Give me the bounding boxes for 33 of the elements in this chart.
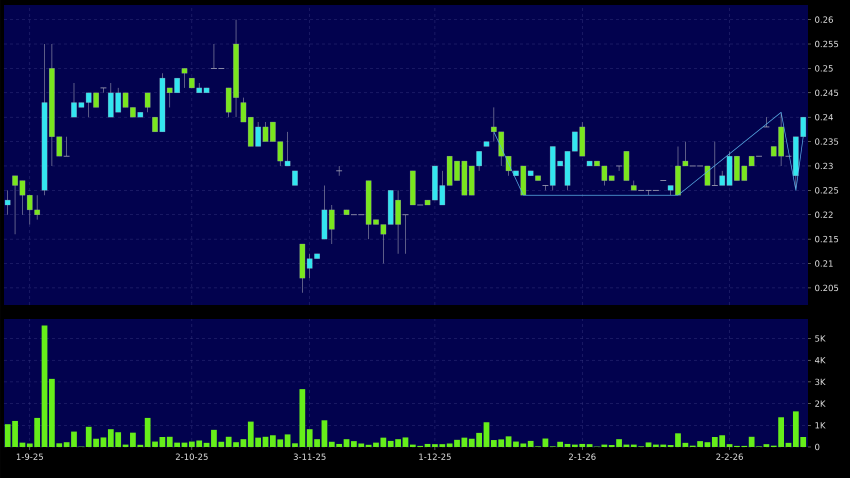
- candlestick: [292, 170, 298, 186]
- y-tick-label: 0.22: [815, 212, 833, 218]
- y-tick-label: 2K: [815, 400, 826, 407]
- y-tick-label: 0.24: [815, 114, 833, 120]
- bar: [800, 437, 806, 447]
- x-tick-label: 2-2-26: [716, 454, 743, 460]
- x-tick-label: 2-1-26: [568, 454, 596, 460]
- y-tick-label: 0.255: [815, 40, 838, 48]
- y-tick-label: 0.235: [815, 138, 838, 145]
- y-tick-label: 0.21: [815, 260, 833, 267]
- y-tick-label: 0.23: [815, 162, 833, 170]
- y-tick-label: 0.25: [815, 65, 833, 72]
- y-tick-label: 3K: [815, 378, 826, 386]
- candlestick: [763, 116, 770, 128]
- x-tick-label: 2-10-25: [176, 454, 208, 460]
- y-tick-label: 4K: [814, 357, 826, 364]
- candlestick: [100, 88, 107, 94]
- candlestick: [704, 166, 710, 186]
- candlestick: [631, 180, 637, 191]
- y-tick-label: 0.26: [815, 16, 833, 23]
- y-tick-label: 0.205: [815, 284, 838, 292]
- candlestick: [4, 190, 10, 216]
- candlestick: [182, 68, 188, 88]
- x-tick-label: 3-11-25: [294, 454, 326, 460]
- y-tick-label: 0.215: [815, 236, 838, 242]
- y-tick-label: 1K: [815, 422, 826, 428]
- candlestick: [144, 92, 150, 113]
- y-tick-label: 5K: [815, 335, 826, 342]
- y-tick-label: 0.245: [815, 90, 838, 96]
- y-tick-label: 0.225: [815, 187, 838, 194]
- x-tick-label: 1-9-25: [16, 454, 43, 460]
- y-tick-label: 0: [815, 444, 820, 450]
- x-tick-label: 1-12-25: [419, 454, 451, 460]
